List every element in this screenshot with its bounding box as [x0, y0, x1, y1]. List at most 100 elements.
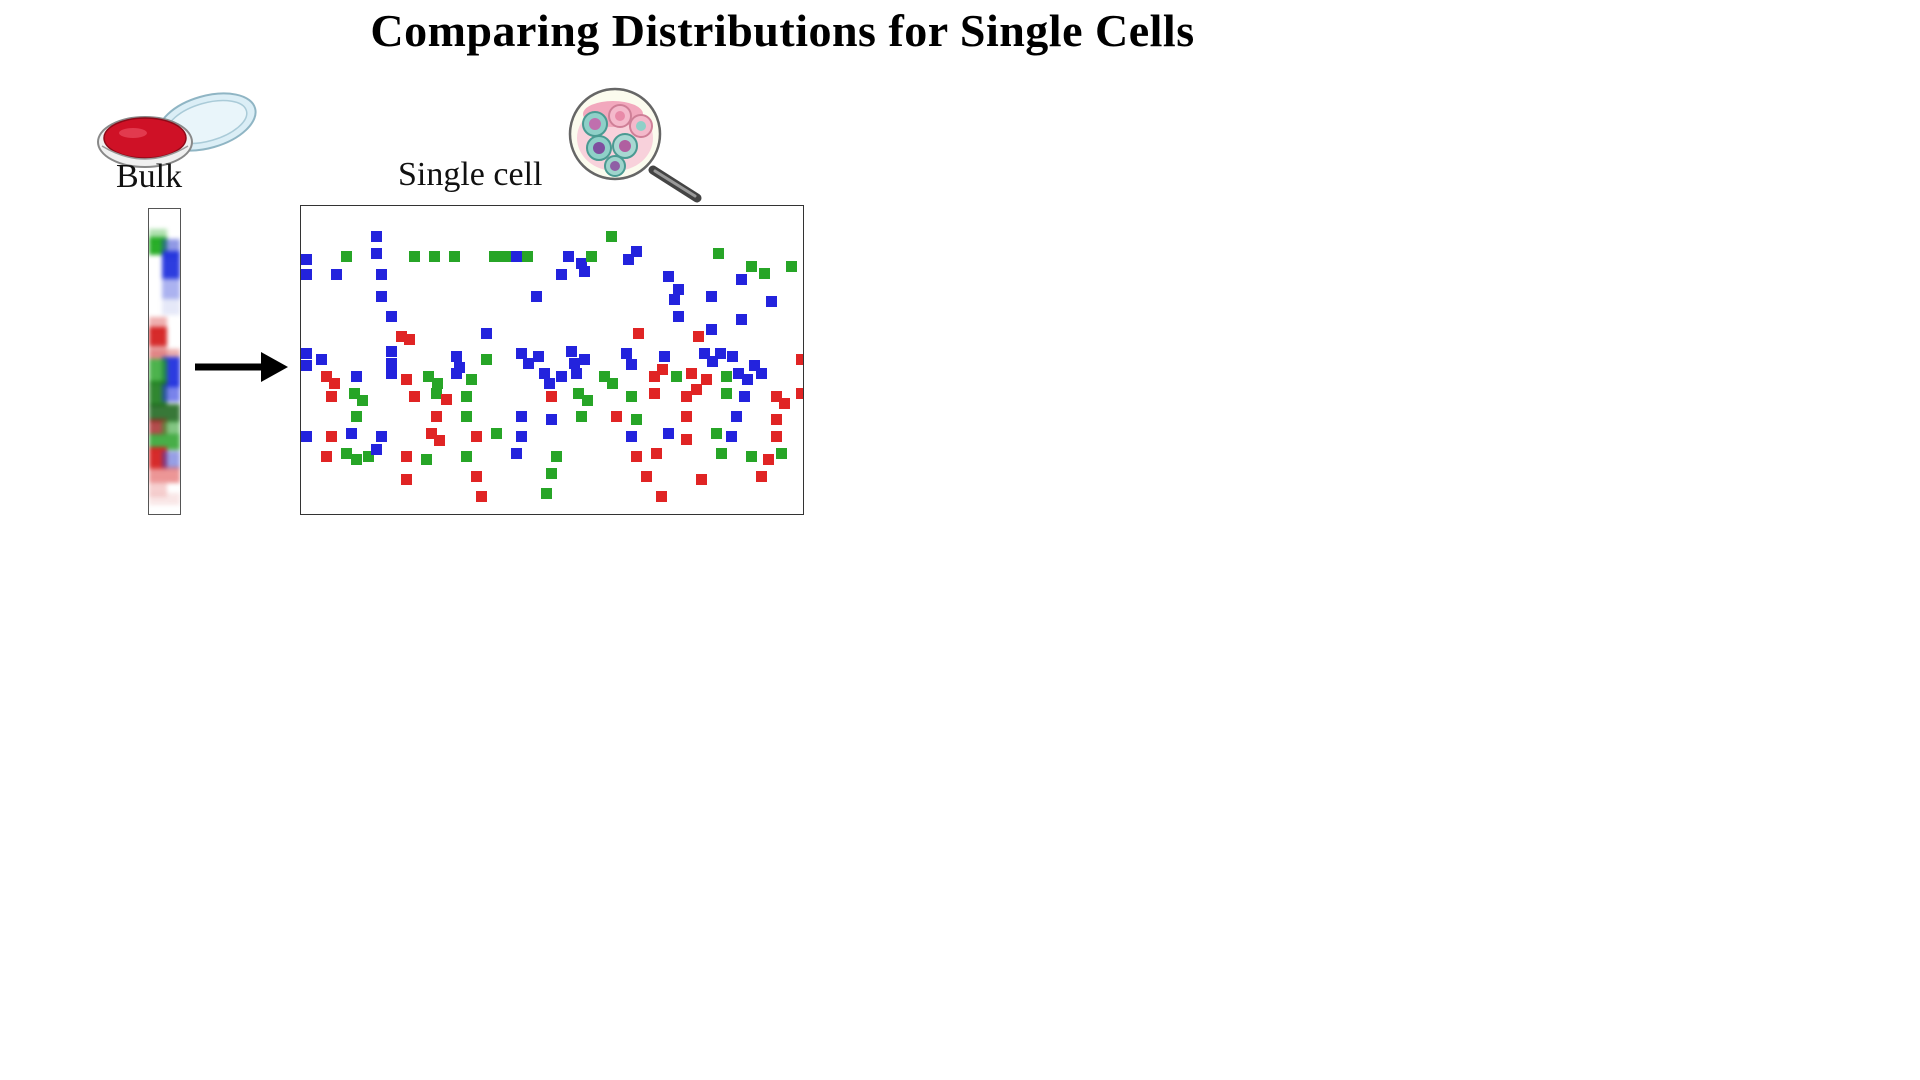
- single-cell-label: Single cell: [398, 156, 543, 193]
- cell-square: [326, 431, 337, 442]
- cell-square: [426, 428, 437, 439]
- cell-square: [626, 359, 637, 370]
- cell-square: [771, 414, 782, 425]
- cell-square: [631, 414, 642, 425]
- cell-square: [599, 371, 610, 382]
- cell-square: [711, 428, 722, 439]
- cell-square: [546, 414, 557, 425]
- cell-square: [707, 356, 718, 367]
- cell-square: [611, 411, 622, 422]
- bulk-band: [162, 297, 180, 315]
- cell-square: [351, 454, 362, 465]
- cell-square: [576, 258, 587, 269]
- cell-square: [749, 360, 760, 371]
- cell-square: [461, 411, 472, 422]
- cell-square: [651, 448, 662, 459]
- cell-square: [693, 331, 704, 342]
- bulk-strip-bands: [149, 209, 180, 514]
- cell-square: [404, 334, 415, 345]
- cell-square: [715, 348, 726, 359]
- cell-square: [454, 362, 465, 373]
- cell-square: [733, 368, 744, 379]
- cell-square: [563, 251, 574, 262]
- cell-square: [686, 368, 697, 379]
- cell-square: [681, 411, 692, 422]
- cell-square: [423, 371, 434, 382]
- cell-square: [516, 431, 527, 442]
- cell-square: [582, 395, 593, 406]
- cell-square: [351, 411, 362, 422]
- cell-square: [471, 471, 482, 482]
- cell-square: [441, 394, 452, 405]
- cell-square: [669, 294, 680, 305]
- cell-square: [631, 451, 642, 462]
- bulk-band: [162, 421, 180, 435]
- cell-square: [351, 371, 362, 382]
- cell-square: [727, 351, 738, 362]
- cell-square: [331, 269, 342, 280]
- cell-square: [386, 368, 397, 379]
- cell-square: [431, 411, 442, 422]
- cell-square: [556, 269, 567, 280]
- cell-square: [316, 354, 327, 365]
- cell-square: [476, 491, 487, 502]
- cell-square: [607, 378, 618, 389]
- cell-square: [776, 448, 787, 459]
- bulk-band: [149, 404, 180, 422]
- cell-square: [696, 474, 707, 485]
- cell-square: [539, 368, 550, 379]
- cell-square: [471, 431, 482, 442]
- cell-square: [541, 488, 552, 499]
- cell-square: [409, 251, 420, 262]
- cell-square: [301, 360, 312, 371]
- cell-square: [341, 448, 352, 459]
- cell-square: [363, 451, 374, 462]
- cell-square: [371, 231, 382, 242]
- cell-square: [771, 391, 782, 402]
- cell-square: [796, 354, 803, 365]
- cell-square: [371, 248, 382, 259]
- cell-square: [346, 428, 357, 439]
- cell-square: [739, 391, 750, 402]
- cell-square: [766, 296, 777, 307]
- cell-square: [571, 368, 582, 379]
- cell-square: [551, 451, 562, 462]
- cell-square: [673, 284, 684, 295]
- cell-square: [706, 324, 717, 335]
- cell-square: [579, 354, 590, 365]
- cell-square: [759, 268, 770, 279]
- cell-square: [746, 261, 757, 272]
- petri-dish-icon: [95, 82, 263, 185]
- bulk-band: [149, 481, 167, 497]
- cell-square: [657, 364, 668, 375]
- cell-square: [673, 311, 684, 322]
- cell-square: [522, 251, 533, 262]
- cell-square: [649, 388, 660, 399]
- cell-square: [706, 291, 717, 302]
- cell-square: [396, 331, 407, 342]
- cell-square: [641, 471, 652, 482]
- cell-square: [621, 348, 632, 359]
- cell-square: [511, 251, 522, 262]
- cell-square: [763, 454, 774, 465]
- cell-square: [546, 391, 557, 402]
- cell-square: [626, 431, 637, 442]
- cell-square: [301, 254, 312, 265]
- cell-square: [756, 368, 767, 379]
- cell-square: [713, 248, 724, 259]
- cell-square: [461, 391, 472, 402]
- cell-square: [586, 251, 597, 262]
- cell-square: [409, 391, 420, 402]
- cell-square: [386, 358, 397, 369]
- cell-square: [451, 368, 462, 379]
- cell-square: [786, 261, 797, 272]
- cell-square: [626, 391, 637, 402]
- cell-square: [746, 451, 757, 462]
- cell-square: [631, 246, 642, 257]
- cell-square: [716, 448, 727, 459]
- cell-square: [341, 251, 352, 262]
- cell-square: [401, 451, 412, 462]
- cell-square: [451, 351, 462, 362]
- cell-square: [699, 348, 710, 359]
